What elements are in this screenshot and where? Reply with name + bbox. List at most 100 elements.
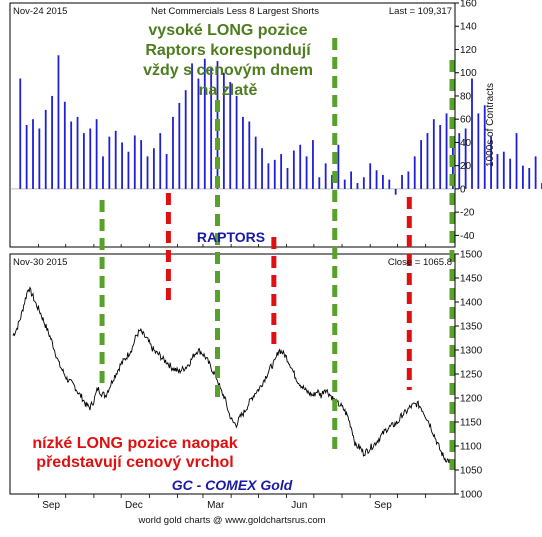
raptors-bar: [490, 136, 492, 189]
gold-price-series: [12, 286, 453, 464]
gold-price-line: [12, 286, 453, 464]
bottom-date-label: Nov-30 2015: [13, 257, 67, 268]
raptors-bar: [235, 95, 238, 189]
raptors-bar: [394, 188, 397, 195]
raptors-bar: [292, 150, 295, 189]
annotation-long-low-2: představují cenový vrchol: [36, 454, 233, 471]
raptors-bar: [19, 78, 22, 189]
raptors-bar: [439, 125, 442, 189]
raptors-bar: [191, 63, 193, 189]
bottom-y-tick-label: 1300: [460, 346, 483, 357]
x-tick-label: Sep: [374, 500, 392, 511]
x-tick-label: Sep: [42, 500, 60, 511]
raptors-bar: [70, 121, 73, 189]
raptors-bar: [305, 156, 308, 189]
raptors-bar: [388, 179, 391, 189]
raptors-bar: [114, 130, 117, 189]
raptors-bar: [515, 133, 518, 189]
raptors-bar: [127, 151, 130, 189]
raptors-bar: [51, 95, 53, 189]
top-y-tick-label: 40: [460, 138, 472, 149]
x-tick-label: Dec: [125, 500, 143, 511]
raptors-bar: [242, 116, 244, 189]
top-chart-title: Net Commercials Less 8 Largest Shorts: [151, 6, 319, 17]
raptors-bar: [356, 183, 359, 189]
raptors-bar: [178, 102, 181, 189]
raptors-bar: [108, 136, 111, 189]
raptors-bar: [337, 144, 340, 189]
raptors-bar: [496, 154, 499, 189]
raptors-bar: [280, 154, 283, 189]
raptors-bar: [407, 171, 410, 189]
raptors-bar: [273, 159, 276, 189]
raptors-bar: [261, 148, 263, 189]
annotation-long-low-1: nízké LONG pozice naopak: [32, 435, 237, 452]
x-ticks: Sep Dec Mar Jun Sep: [38, 244, 427, 511]
raptors-bar: [350, 171, 353, 189]
raptors-bar: [318, 177, 321, 189]
raptors-bar: [32, 119, 34, 189]
top-y-tick-label: 160: [460, 0, 477, 10]
top-y-tick-label: 140: [460, 22, 477, 33]
raptors-bar: [343, 179, 346, 189]
raptors-bar: [382, 174, 384, 189]
raptors-bar: [146, 156, 149, 189]
raptors-bar: [521, 165, 524, 189]
raptors-bar: [445, 113, 448, 189]
bottom-y-tick-label: 1200: [460, 394, 483, 405]
raptors-bar: [89, 128, 92, 189]
bottom-y-tick-label: 1050: [460, 466, 483, 477]
top-y-axis-label: 1000s of Contracts: [485, 83, 496, 167]
bottom-y-tick-label: 1100: [460, 442, 482, 453]
raptors-bar: [267, 163, 270, 189]
raptors-bar: [165, 154, 168, 189]
raptors-bar: [76, 116, 79, 189]
raptors-bar: [401, 174, 403, 189]
raptors-bar: [369, 163, 372, 189]
raptors-bar: [362, 177, 365, 189]
annotation-long-high-3: vždy s cenovým dnem: [143, 62, 313, 79]
raptors-bar: [248, 121, 251, 189]
raptors-bar: [502, 151, 505, 189]
raptors-bar: [331, 174, 333, 189]
raptors-bar: [324, 163, 327, 189]
bottom-y-ticks: 1000 1050 1100 1150 1200 1250 1300 1350 1400 1450…: [455, 250, 483, 501]
top-y-tick-label: 100: [460, 68, 477, 79]
bottom-y-tick-label: 1250: [460, 370, 483, 381]
raptors-bar: [38, 128, 41, 189]
raptors-bar: [63, 101, 66, 189]
annotation-gc-comex: GC - COMEX Gold: [172, 477, 293, 493]
raptors-bar: [172, 116, 174, 189]
top-last-label: Last = 109,317: [389, 6, 452, 17]
raptors-bar: [286, 167, 289, 189]
annotation-long-high-4: na zlatě: [199, 82, 258, 99]
x-tick-label: Jun: [291, 500, 307, 511]
raptors-bar: [184, 90, 187, 189]
raptors-bar: [458, 133, 461, 189]
raptors-bar: [25, 125, 28, 189]
annotation-long-high-2: Raptors korespondují: [145, 42, 311, 59]
raptors-bar: [210, 66, 213, 189]
raptors-bar: [413, 156, 416, 189]
raptors-bar: [528, 167, 531, 189]
raptors-bar: [222, 72, 225, 189]
raptors-bar: [375, 170, 378, 189]
top-panel-frame: [9, 2, 456, 248]
raptors-bar: [432, 119, 435, 189]
raptors-bar: [483, 105, 486, 189]
raptors-bar: [477, 113, 480, 189]
raptors-bar: [57, 55, 60, 189]
raptors-bar: [44, 109, 47, 189]
top-y-tick-label: 120: [460, 45, 477, 56]
raptors-bar: [471, 78, 473, 189]
raptors-bar: [82, 133, 85, 189]
raptors-bar: [426, 133, 429, 189]
raptors-bar: [464, 128, 467, 189]
raptors-bar: [121, 142, 123, 189]
raptors-bar: [254, 136, 257, 189]
top-y-tick-label: -20: [460, 208, 475, 219]
bottom-y-tick-label: 1500: [460, 250, 483, 261]
raptors-bar: [159, 133, 162, 189]
x-tick-label: Mar: [207, 500, 225, 511]
